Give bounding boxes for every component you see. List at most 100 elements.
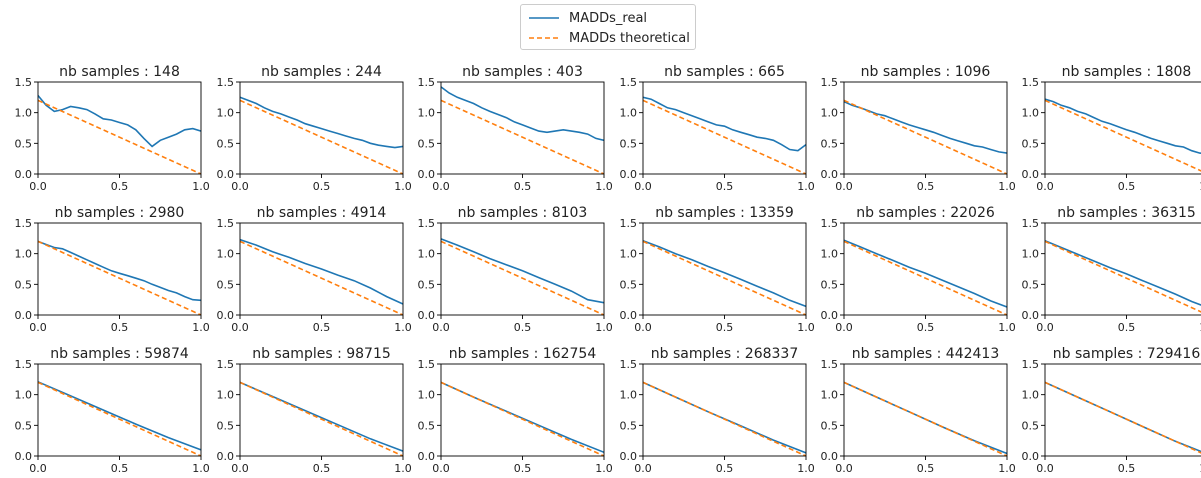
y-tick-label: 0.5: [217, 137, 235, 150]
x-tick-label: 0.0: [29, 180, 47, 193]
series-theoretical-line: [1045, 99, 1201, 172]
axes-frame: [37, 363, 202, 457]
x-tick-label: 0.5: [514, 462, 532, 475]
y-tick-label: 1.5: [620, 217, 638, 230]
y-tick-label: 0.5: [15, 137, 33, 150]
y-tick-label: 0.5: [620, 278, 638, 291]
series-real-line: [240, 381, 403, 452]
x-tick-label: 0.5: [313, 180, 331, 193]
x-tick-label: 1.0: [394, 321, 412, 334]
x-tick-label: 0.5: [313, 321, 331, 334]
legend-label-theoretical: MADDs theoretical: [569, 30, 690, 46]
subplot-9: nb samples : 8103 0.0 0.5 1.0 1.5 0.0 0.5 1.0: [418, 205, 613, 334]
subplot-title: nb samples : 22026: [856, 205, 995, 221]
x-tick-label: 1.0: [192, 462, 210, 475]
y-tick-label: 0.0: [15, 309, 33, 322]
legend-line-solid-icon: [529, 17, 559, 19]
y-tick-label: 1.0: [821, 107, 839, 120]
y-tick-label: 0.5: [217, 278, 235, 291]
y-tick-label: 1.0: [821, 389, 839, 402]
y-tick-label: 0.5: [821, 137, 839, 150]
y-tick-label: 0.0: [15, 168, 33, 181]
x-tick-label: 0.0: [835, 462, 853, 475]
x-tick-label: 0.0: [1036, 180, 1054, 193]
y-tick-label: 1.0: [15, 248, 33, 261]
legend-label-real: MADDs_real: [569, 10, 648, 26]
subplot-title: nb samples : 36315: [1057, 205, 1196, 221]
series-real-line: [38, 240, 201, 302]
y-tick-label: 1.5: [620, 358, 638, 371]
subplot-3: nb samples : 403 0.0 0.5 1.0 1.5 0.0 0.5 1.0: [418, 64, 613, 193]
x-tick-label: 0.5: [313, 462, 331, 475]
x-tick-label: 0.5: [716, 321, 734, 334]
subplot-8: nb samples : 4914 0.0 0.5 1.0 1.5 0.0 0.5 1.0: [217, 205, 412, 334]
subplot-5: nb samples : 1096 0.0 0.5 1.0 1.5 0.0 0.5 1.0: [821, 64, 1016, 193]
y-tick-label: 0.5: [418, 278, 436, 291]
y-tick-label: 0.0: [620, 309, 638, 322]
x-tick-label: 0.0: [835, 321, 853, 334]
series-theoretical-line: [240, 381, 403, 456]
series-theoretical-line: [240, 99, 403, 174]
x-tick-label: 0.5: [111, 462, 129, 475]
x-tick-label: 0.0: [231, 180, 249, 193]
y-tick-label: 1.5: [821, 217, 839, 230]
series-real-line: [643, 240, 806, 308]
x-tick-label: 1.0: [595, 321, 613, 334]
series-real-line: [1045, 240, 1201, 306]
y-tick-label: 1.5: [418, 358, 436, 371]
series-real-line: [844, 100, 1007, 154]
series-real-line: [643, 96, 806, 152]
y-tick-label: 1.0: [217, 389, 235, 402]
y-tick-label: 1.0: [620, 389, 638, 402]
y-tick-label: 1.0: [15, 107, 33, 120]
y-tick-label: 1.5: [217, 217, 235, 230]
legend-item-real: MADDs_real: [527, 9, 647, 27]
y-tick-label: 1.5: [15, 217, 33, 230]
y-tick-label: 0.0: [418, 309, 436, 322]
subplot-title: nb samples : 665: [664, 64, 785, 80]
x-tick-label: 1.0: [394, 180, 412, 193]
series-real-line: [240, 96, 403, 149]
axes-frame: [642, 363, 807, 457]
subplot-title: nb samples : 244: [261, 64, 382, 80]
subplot-17: nb samples : 442413 0.0 0.5 1.0 1.5 0.0 0.5 1.0: [821, 346, 1016, 475]
y-tick-label: 1.5: [15, 76, 33, 89]
subplot-15: nb samples : 162754 0.0 0.5 1.0 1.5 0.0 0.5 1.0: [418, 346, 613, 475]
y-tick-label: 1.5: [217, 358, 235, 371]
axes-frame: [37, 222, 202, 316]
series-theoretical-line: [38, 99, 201, 174]
y-tick-label: 0.5: [1022, 137, 1040, 150]
axes-frame: [37, 81, 202, 175]
x-tick-label: 0.5: [917, 462, 935, 475]
x-tick-label: 1.0: [394, 462, 412, 475]
x-tick-label: 1.0: [797, 321, 815, 334]
y-tick-label: 0.0: [620, 168, 638, 181]
series-theoretical-line: [844, 240, 1007, 315]
x-tick-label: 1.0: [595, 462, 613, 475]
x-tick-label: 0.0: [835, 180, 853, 193]
subplot-title: nb samples : 1096: [861, 64, 991, 80]
series-theoretical-line: [643, 240, 806, 315]
series-theoretical-line: [844, 99, 1007, 174]
x-tick-label: 0.0: [634, 462, 652, 475]
y-tick-label: 1.5: [1022, 358, 1040, 371]
subplot-7: nb samples : 2980 0.0 0.5 1.0 1.5 0.0 0.5 1.0: [15, 205, 210, 334]
x-tick-label: 1.0: [998, 180, 1016, 193]
series-theoretical-line: [38, 240, 201, 315]
x-tick-label: 0.0: [1036, 462, 1054, 475]
y-tick-label: 0.0: [217, 168, 235, 181]
x-tick-label: 0.0: [231, 321, 249, 334]
y-tick-label: 0.5: [217, 419, 235, 432]
series-theoretical-line: [441, 99, 604, 174]
y-tick-label: 1.0: [620, 248, 638, 261]
series-real-line: [1045, 98, 1201, 155]
subplot-title: nb samples : 1808: [1062, 64, 1192, 80]
x-tick-label: 0.5: [917, 180, 935, 193]
y-tick-label: 1.5: [1022, 217, 1040, 230]
subplot-4: nb samples : 665 0.0 0.5 1.0 1.5 0.0 0.5 1.0: [620, 64, 815, 193]
subplot-16: nb samples : 268337 0.0 0.5 1.0 1.5 0.0 0.5 1.0: [620, 346, 815, 475]
x-tick-label: 1.0: [192, 180, 210, 193]
series-theoretical-line: [1045, 240, 1201, 313]
series-real-line: [441, 381, 604, 454]
